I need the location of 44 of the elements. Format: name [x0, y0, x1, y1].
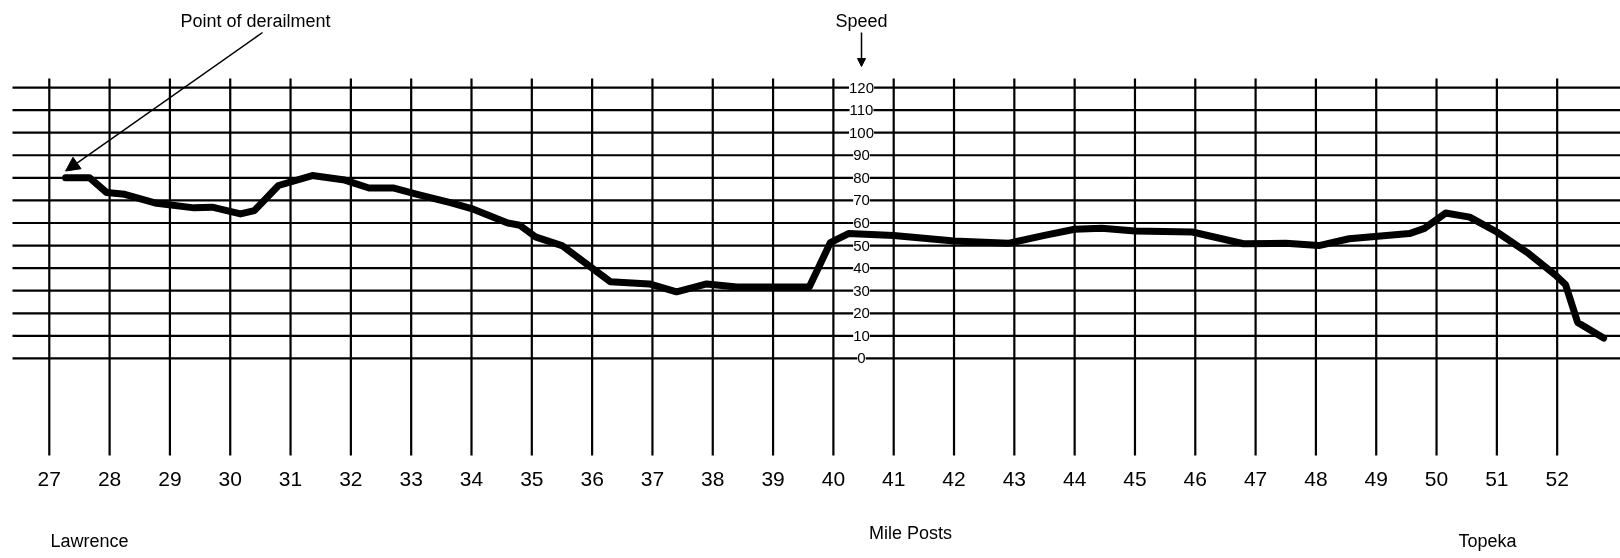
x-tick-label: 36	[580, 466, 604, 490]
y-tick-label: 80	[853, 168, 870, 186]
x-tick-label: 29	[158, 466, 182, 490]
y-tick-label: 90	[853, 146, 870, 164]
x-tick-label: 35	[520, 466, 544, 490]
x-tick-label: 48	[1304, 466, 1328, 490]
x-tick-label: 47	[1243, 466, 1268, 490]
x-tick-label: 37	[640, 466, 665, 490]
x-tick-label: 46	[1183, 466, 1207, 490]
y-tick-label: 20	[853, 304, 870, 322]
y-tick-label: 50	[853, 236, 870, 254]
y-tick-label: 30	[853, 281, 870, 299]
x-tick-label: 44	[1062, 466, 1087, 490]
y-tick-label: 0	[857, 349, 866, 367]
x-tick-label: 27	[37, 466, 61, 490]
x-tick-label: 40	[821, 466, 846, 490]
x-tick-label: 52	[1545, 466, 1569, 490]
y-tick-label: 60	[853, 213, 870, 231]
x-tick-label: 39	[761, 466, 785, 490]
x-tick-label: 32	[339, 466, 363, 490]
y-tick-label: 120	[848, 78, 875, 96]
x-tick-label: 28	[97, 466, 122, 490]
x-tick-label: 41	[882, 466, 906, 490]
x-tick-label: 49	[1364, 466, 1388, 490]
text: Lawrence	[50, 530, 129, 551]
y-tick-label: 40	[853, 259, 870, 277]
annotation: Point of derailment	[180, 10, 331, 31]
x-tick-label: 45	[1123, 466, 1147, 490]
y-tick-label: 100	[848, 123, 875, 141]
y-axis-title: Speed	[835, 10, 888, 31]
y-tick-label: 70	[853, 191, 870, 209]
x-tick-label: 50	[1424, 466, 1449, 490]
y-tick-label: 110	[849, 101, 874, 119]
x-axis-title: Mile Posts	[868, 522, 953, 543]
y-tick-label: 10	[853, 326, 870, 344]
x-tick-label: 31	[278, 466, 303, 490]
x-tick-label: 38	[701, 466, 725, 490]
x-tick-label: 30	[218, 466, 242, 490]
x-tick-label: 51	[1485, 466, 1509, 490]
x-tick-label: 43	[1002, 466, 1027, 490]
x-tick-label: 33	[399, 466, 423, 490]
x-tick-label: 34	[459, 466, 484, 490]
text: Topeka	[1458, 530, 1518, 551]
x-tick-label: 42	[942, 466, 966, 490]
